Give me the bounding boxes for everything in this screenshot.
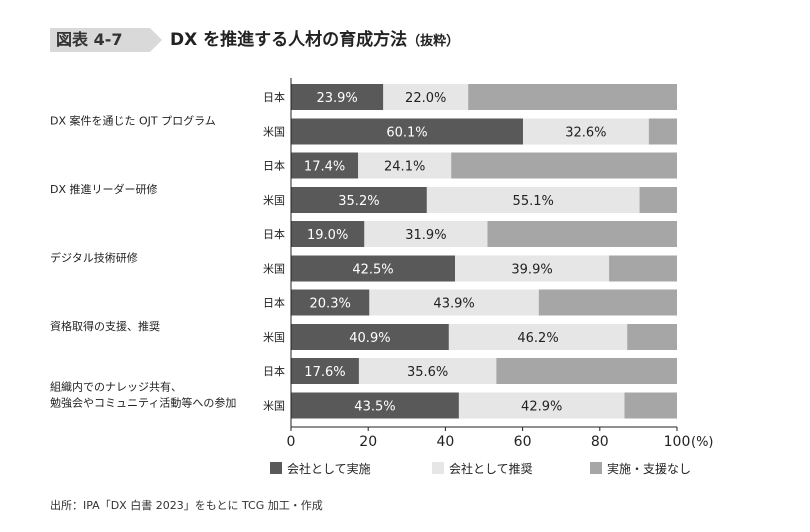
bar-segment [451, 152, 677, 179]
bar-segment [291, 152, 359, 179]
data-label: 20.3% [310, 297, 351, 312]
x-tick-label: 60 [514, 434, 532, 450]
bar-segment [291, 187, 427, 213]
bar-segment [627, 324, 677, 350]
bar-segment [487, 221, 677, 247]
group-label: 米国 [263, 400, 285, 413]
group-label: 日本 [263, 227, 285, 241]
figure-label-arrow [150, 28, 162, 52]
x-tick-label: 40 [436, 434, 454, 450]
data-label: 24.1% [384, 160, 425, 175]
data-label: 31.9% [405, 228, 446, 243]
data-label: 39.9% [511, 263, 552, 278]
group-label: 米国 [263, 263, 285, 276]
data-label: 40.9% [349, 331, 390, 346]
category-label: 資格取得の支援、推奨 [50, 319, 160, 333]
category-label: 勉強会やコミュニティ活動等への参加 [50, 396, 236, 410]
data-label: 60.1% [386, 126, 427, 141]
bar-segment [458, 392, 625, 419]
group-label: 米国 [263, 126, 285, 139]
bar-segment [648, 118, 677, 145]
x-tick-label: 20 [359, 434, 377, 450]
bar-segment [291, 324, 449, 350]
bar-segment [538, 289, 677, 316]
legend-label: 実施・支援なし [607, 461, 691, 476]
figure-title-sub: （抜粋） [407, 34, 460, 49]
category-label: 組織内でのナレッジ共有、 [50, 380, 182, 394]
bar-segment [369, 289, 539, 316]
figure-title-main: DX を推進する人材の育成方法 [170, 30, 408, 50]
bar-segment [291, 221, 365, 247]
category-label: DX 案件を通じた OJT プログラム [50, 114, 216, 128]
x-unit-label: (%) [691, 435, 714, 450]
data-label: 46.2% [517, 331, 558, 346]
data-label: 35.2% [338, 194, 379, 209]
x-tick-label: 100 [664, 434, 691, 450]
data-label: 22.0% [405, 91, 446, 106]
bar-segment [291, 392, 459, 419]
bar-segment [639, 187, 677, 213]
bar-segment [291, 289, 370, 316]
bar-segment [455, 255, 610, 282]
data-label: 35.6% [407, 365, 448, 380]
bar-segment [522, 118, 649, 145]
data-label: 19.0% [307, 228, 348, 243]
legend-label: 会社として実施 [287, 461, 371, 476]
legend-swatch [432, 462, 444, 474]
figure-label: 図表 4-7 [50, 28, 150, 52]
bar-segment [426, 187, 640, 213]
bar-segment [358, 358, 497, 384]
legend-swatch [590, 462, 602, 474]
group-label: 日本 [263, 364, 285, 378]
category-label: DX 推進リーダー研修 [50, 182, 158, 196]
bar-segment [624, 392, 677, 419]
group-label: 米国 [263, 194, 285, 207]
legend-swatch [270, 462, 282, 474]
bar-segment [358, 152, 452, 179]
source-note: 出所：IPA「DX 白書 2023」をもとに TCG 加工・作成 [50, 499, 323, 512]
group-label: 日本 [263, 296, 285, 310]
group-label: 日本 [263, 90, 285, 104]
data-label: 42.9% [521, 400, 562, 415]
data-label: 43.9% [433, 297, 474, 312]
bar-segment [496, 358, 677, 384]
x-tick-label: 0 [287, 434, 296, 450]
bar-segment [448, 324, 628, 350]
bar-segment [291, 358, 359, 384]
x-tick-label: 80 [591, 434, 609, 450]
data-label: 17.6% [304, 365, 345, 380]
bar-segment [291, 255, 456, 282]
bar-segment [291, 118, 523, 145]
data-label: 32.6% [565, 126, 606, 141]
figure-title: DX を推進する人材の育成方法（抜粋） [170, 28, 459, 54]
bar-segment [468, 84, 677, 110]
group-label: 米国 [263, 331, 285, 344]
bar-segment [609, 255, 677, 282]
bar-segment [291, 84, 384, 110]
data-label: 43.5% [354, 400, 395, 415]
data-label: 17.4% [304, 160, 345, 175]
bar-segment [364, 221, 488, 247]
bar-segment [383, 84, 469, 110]
data-label: 23.9% [316, 91, 357, 106]
group-label: 日本 [263, 159, 285, 173]
data-label: 42.5% [352, 263, 393, 278]
data-label: 55.1% [513, 194, 554, 209]
legend-label: 会社として推奨 [449, 461, 533, 476]
category-label: デジタル技術研修 [50, 251, 138, 265]
